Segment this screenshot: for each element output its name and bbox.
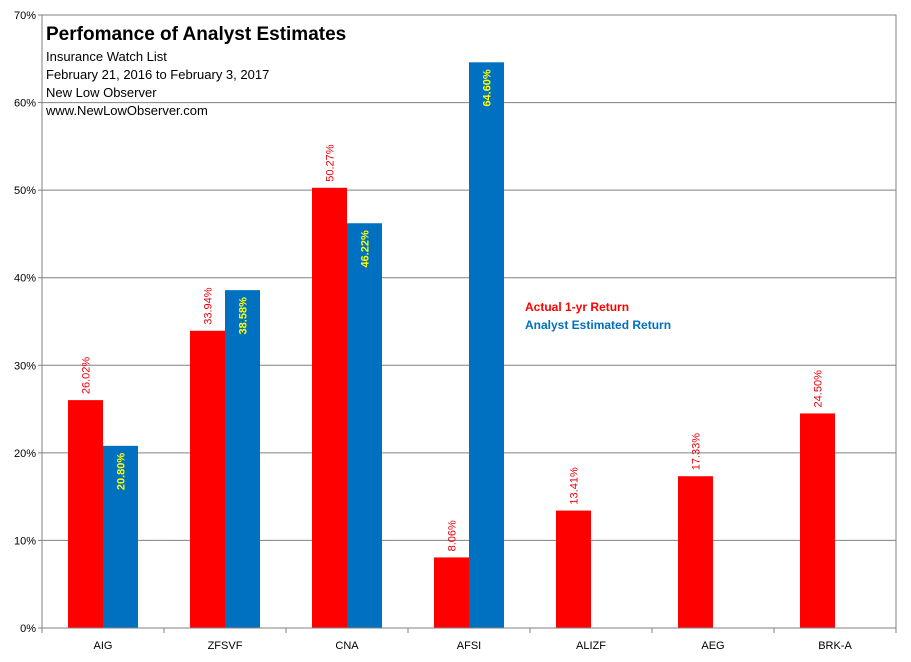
legend-entry-actual: Actual 1-yr Return: [525, 300, 629, 314]
subtitle-line-4: www.NewLowObserver.com: [45, 103, 208, 118]
subtitle-line-2: February 21, 2016 to February 3, 2017: [46, 67, 269, 82]
subtitle-line-3: New Low Observer: [46, 85, 157, 100]
bar-actual-ZFSVF: [190, 330, 225, 628]
data-label-estimated-CNA: 46.22%: [360, 230, 372, 268]
bar-actual-AFSI: [434, 557, 469, 628]
bar-estimated-AFSI: [469, 62, 504, 628]
x-tick-label-AFSI: AFSI: [457, 640, 481, 652]
x-tick-label-CNA: CNA: [335, 640, 359, 652]
subtitle-line-1: Insurance Watch List: [46, 49, 167, 64]
y-tick-label: 70%: [14, 10, 36, 22]
data-label-actual-ALIZF: 13.41%: [569, 467, 581, 505]
y-tick-label: 20%: [14, 448, 36, 460]
data-label-actual-ZFSVF: 33.94%: [203, 287, 215, 325]
x-tick-label-ZFSVF: ZFSVF: [208, 640, 243, 652]
bar-actual-AEG: [678, 476, 713, 628]
y-tick-label: 10%: [14, 535, 36, 547]
title-block: Perfomance of Analyst Estimates Insuranc…: [45, 24, 346, 118]
data-label-actual-AEG: 17.33%: [691, 433, 703, 471]
data-label-estimated-ZFSVF: 38.58%: [238, 297, 250, 335]
bar-actual-CNA: [312, 187, 347, 628]
data-label-estimated-AFSI: 64.60%: [482, 69, 494, 107]
legend-entry-estimated: Analyst Estimated Return: [525, 318, 671, 332]
y-tick-label: 40%: [14, 273, 36, 285]
legend: Actual 1-yr Return Analyst Estimated Ret…: [525, 300, 671, 332]
bar-estimated-CNA: [347, 223, 382, 628]
bar-estimated-ZFSVF: [225, 290, 260, 628]
y-tick-label: 50%: [14, 185, 36, 197]
x-tick-label-AEG: AEG: [701, 640, 724, 652]
bar-actual-AIG: [68, 400, 103, 628]
bar-estimated-AIG: [103, 445, 138, 628]
y-tick-label: 30%: [14, 360, 36, 372]
y-tick-label: 0%: [20, 623, 36, 635]
data-label-actual-AIG: 26.02%: [81, 357, 93, 395]
data-label-estimated-AIG: 20.80%: [116, 453, 128, 491]
x-tick-label-AIG: AIG: [94, 640, 113, 652]
axes: 0% 10% 20% 30% 40% 50% 60% 70% AIG ZFSVF CNA AFSI AL…: [14, 10, 897, 652]
y-tick-label: 60%: [14, 98, 36, 110]
data-labels: 26.02% 20.80% 33.94% 38.58% 50.27% 46.22% 8.06…: [81, 69, 825, 551]
bar-actual-ALIZF: [556, 510, 591, 628]
x-tick-label-ALIZF: ALIZF: [576, 640, 606, 652]
x-tick-label-BRK-A: BRK-A: [818, 640, 852, 652]
bars: [68, 62, 835, 628]
data-label-actual-AFSI: 8.06%: [447, 520, 459, 551]
chart-title: Perfomance of Analyst Estimates: [46, 24, 346, 45]
bar-actual-BRK-A: [800, 413, 835, 628]
data-label-actual-CNA: 50.27%: [325, 144, 337, 182]
data-label-actual-BRK-A: 24.50%: [813, 370, 825, 408]
